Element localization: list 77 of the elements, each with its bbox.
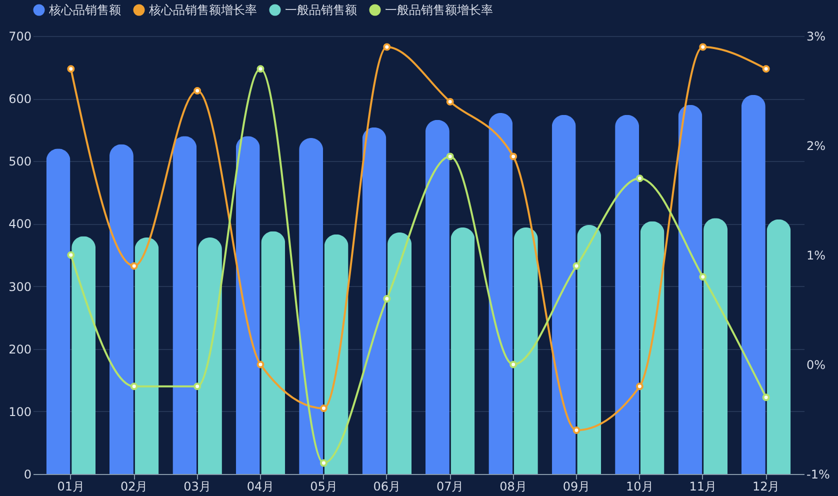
x-tick-label: 09月 [562, 480, 590, 494]
point [446, 98, 454, 106]
y-tick-label: 400 [8, 217, 32, 232]
point [67, 251, 75, 259]
point [194, 382, 202, 390]
bar [198, 237, 222, 474]
point [699, 273, 707, 281]
point [762, 394, 770, 402]
bar [172, 136, 197, 474]
bar [72, 236, 96, 474]
bar [109, 144, 134, 474]
bar [615, 114, 640, 474]
x-tick-label: 12月 [752, 480, 780, 494]
x-tick-label: 06月 [373, 480, 401, 494]
y2-tick-label: 1% [806, 248, 826, 262]
legend-label: 一般品销售额增长率 [385, 3, 493, 17]
y-tick-label: 700 [8, 30, 32, 44]
x-tick-label: 02月 [120, 480, 148, 494]
bar [678, 104, 702, 474]
point [130, 382, 138, 390]
x-tick-label: 04月 [246, 480, 274, 494]
point [383, 295, 391, 303]
point [636, 382, 644, 390]
point [510, 360, 518, 368]
y2-tick-label: 3% [806, 30, 826, 44]
bar [362, 127, 386, 474]
x-tick-label: 03月 [184, 480, 211, 494]
bar [236, 136, 260, 474]
point [320, 459, 328, 467]
point [762, 65, 770, 73]
bar [552, 114, 576, 474]
y-tick-label: 0 [24, 468, 32, 482]
point [572, 262, 580, 270]
bar [640, 221, 664, 474]
x-tick-label: 05月 [310, 480, 338, 494]
x-tick-label: 11月 [689, 480, 717, 494]
x-tick-label: 08月 [500, 480, 527, 494]
point [256, 360, 264, 368]
bar [46, 148, 70, 474]
point [446, 152, 454, 160]
point [383, 43, 391, 51]
point [130, 262, 138, 270]
bar [299, 138, 324, 474]
bar [450, 227, 475, 474]
point [320, 404, 328, 412]
x-tick-label: 07月 [436, 480, 464, 494]
x-tick-label: 10月 [626, 480, 654, 494]
y-tick-label: 300 [8, 280, 32, 294]
bar [134, 237, 159, 474]
legend-label: 一般品销售额 [285, 3, 357, 17]
point [194, 87, 202, 94]
y2-tick-label: 2% [806, 139, 826, 153]
bar [425, 120, 450, 474]
bar [514, 227, 538, 474]
bar [577, 224, 602, 474]
y-tick-label: 600 [8, 92, 32, 106]
bar [388, 232, 412, 474]
y-tick-label: 200 [8, 342, 32, 356]
x-tick-label: 01月 [57, 480, 85, 494]
y-tick-label: 500 [8, 154, 32, 169]
legend-label: 核心品销售额 [48, 3, 121, 17]
point [67, 65, 75, 73]
bar [766, 219, 791, 474]
point [636, 174, 644, 182]
y-tick-label: 100 [8, 404, 32, 419]
bar [704, 218, 728, 474]
y2-tick-label: 0% [806, 358, 826, 372]
point [572, 426, 580, 434]
bar [324, 234, 348, 474]
legend-label: 核心品销售额增长率 [148, 3, 257, 17]
point [256, 65, 264, 73]
point [510, 152, 518, 160]
y2-tick-label: -1% [806, 468, 830, 482]
point [699, 43, 707, 51]
bar [488, 112, 513, 474]
bar [741, 94, 766, 474]
bar [261, 231, 286, 474]
